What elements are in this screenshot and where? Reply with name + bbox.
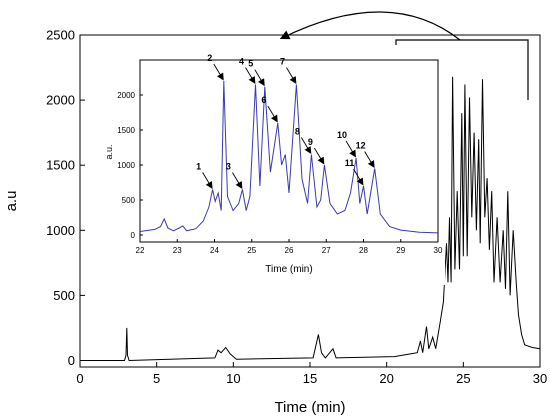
peak-label: 1 (196, 162, 201, 172)
main-x-axis-label: Time (min) (274, 399, 345, 416)
main-y-tick-label: 2000 (46, 93, 75, 108)
peak-arrow (286, 67, 297, 85)
inset-y-tick-label: 0 (131, 231, 136, 240)
peak-arrow (202, 172, 213, 190)
peak-arrow (345, 140, 356, 158)
inset-x-tick-label: 25 (247, 246, 256, 255)
curved-arrow-annotation (279, 11, 461, 41)
peak-label: 8 (295, 127, 300, 137)
main-series-line (80, 76, 541, 362)
peak-arrow (213, 63, 224, 81)
main-x-tick-label: 15 (303, 371, 317, 386)
main-y-tick-label: 1500 (46, 158, 75, 173)
main-y-tick-label: 2500 (46, 28, 75, 43)
main-x-tick-label: 20 (379, 371, 393, 386)
main-x-tick-label: 30 (533, 371, 547, 386)
peak-arrow (353, 168, 364, 186)
main-y-tick-label: 0 (68, 353, 75, 368)
peak-arrow (300, 137, 312, 155)
peak-label: 7 (280, 57, 285, 67)
peak-label: 4 (239, 57, 244, 67)
main-x-tick-label: 10 (226, 371, 240, 386)
peak-arrow (232, 172, 243, 190)
main-y-tick-label: 500 (53, 288, 75, 303)
inset-x-tick-label: 24 (210, 246, 219, 255)
peak-label: 11 (345, 158, 355, 168)
peak-label: 10 (337, 130, 347, 140)
main-x-tick-label: 25 (456, 371, 470, 386)
main-y-tick-label: 1000 (46, 223, 75, 238)
peak-label: 6 (261, 95, 266, 105)
main-y-axis: 0 500 1000 1500 2000 2500 (46, 28, 85, 368)
inset-x-axis: 22 23 24 25 26 27 28 29 30 (136, 239, 443, 255)
main-x-axis: 0 5 10 15 20 25 30 (76, 362, 547, 386)
inset-x-tick-label: 30 (434, 246, 443, 255)
inset-background (100, 45, 445, 285)
peak-arrow (314, 147, 325, 165)
peak-arrow (254, 69, 265, 87)
inset-x-tick-label: 26 (285, 246, 294, 255)
peak-arrow (267, 105, 278, 123)
peak-label: 12 (356, 141, 366, 151)
peak-label: 3 (226, 162, 231, 172)
peak-arrow (245, 67, 256, 85)
inset-y-tick-label: 1000 (117, 161, 135, 170)
peak-label: 2 (207, 53, 212, 63)
main-x-tick-label: 0 (76, 371, 83, 386)
inset-x-axis-label: Time (min) (265, 264, 312, 275)
peak-label: 5 (248, 59, 253, 69)
inset-y-tick-label: 2000 (117, 91, 135, 100)
inset-y-tick-label: 500 (122, 196, 136, 205)
main-x-tick-label: 5 (153, 371, 160, 386)
inset-y-tick-label: 1500 (117, 126, 135, 135)
inset-y-axis-label: a.u. (104, 144, 114, 159)
main-y-axis-label: a.u (3, 191, 20, 212)
peak-label: 9 (308, 137, 313, 147)
inset-x-tick-label: 27 (322, 246, 331, 255)
inset-x-tick-label: 28 (359, 246, 368, 255)
inset-y-axis: 0 500 1000 1500 2000 (117, 91, 143, 240)
inset-x-tick-label: 29 (396, 246, 405, 255)
inset-x-tick-label: 23 (173, 246, 182, 255)
peak-arrow (364, 151, 375, 169)
inset-x-tick-label: 22 (136, 246, 145, 255)
